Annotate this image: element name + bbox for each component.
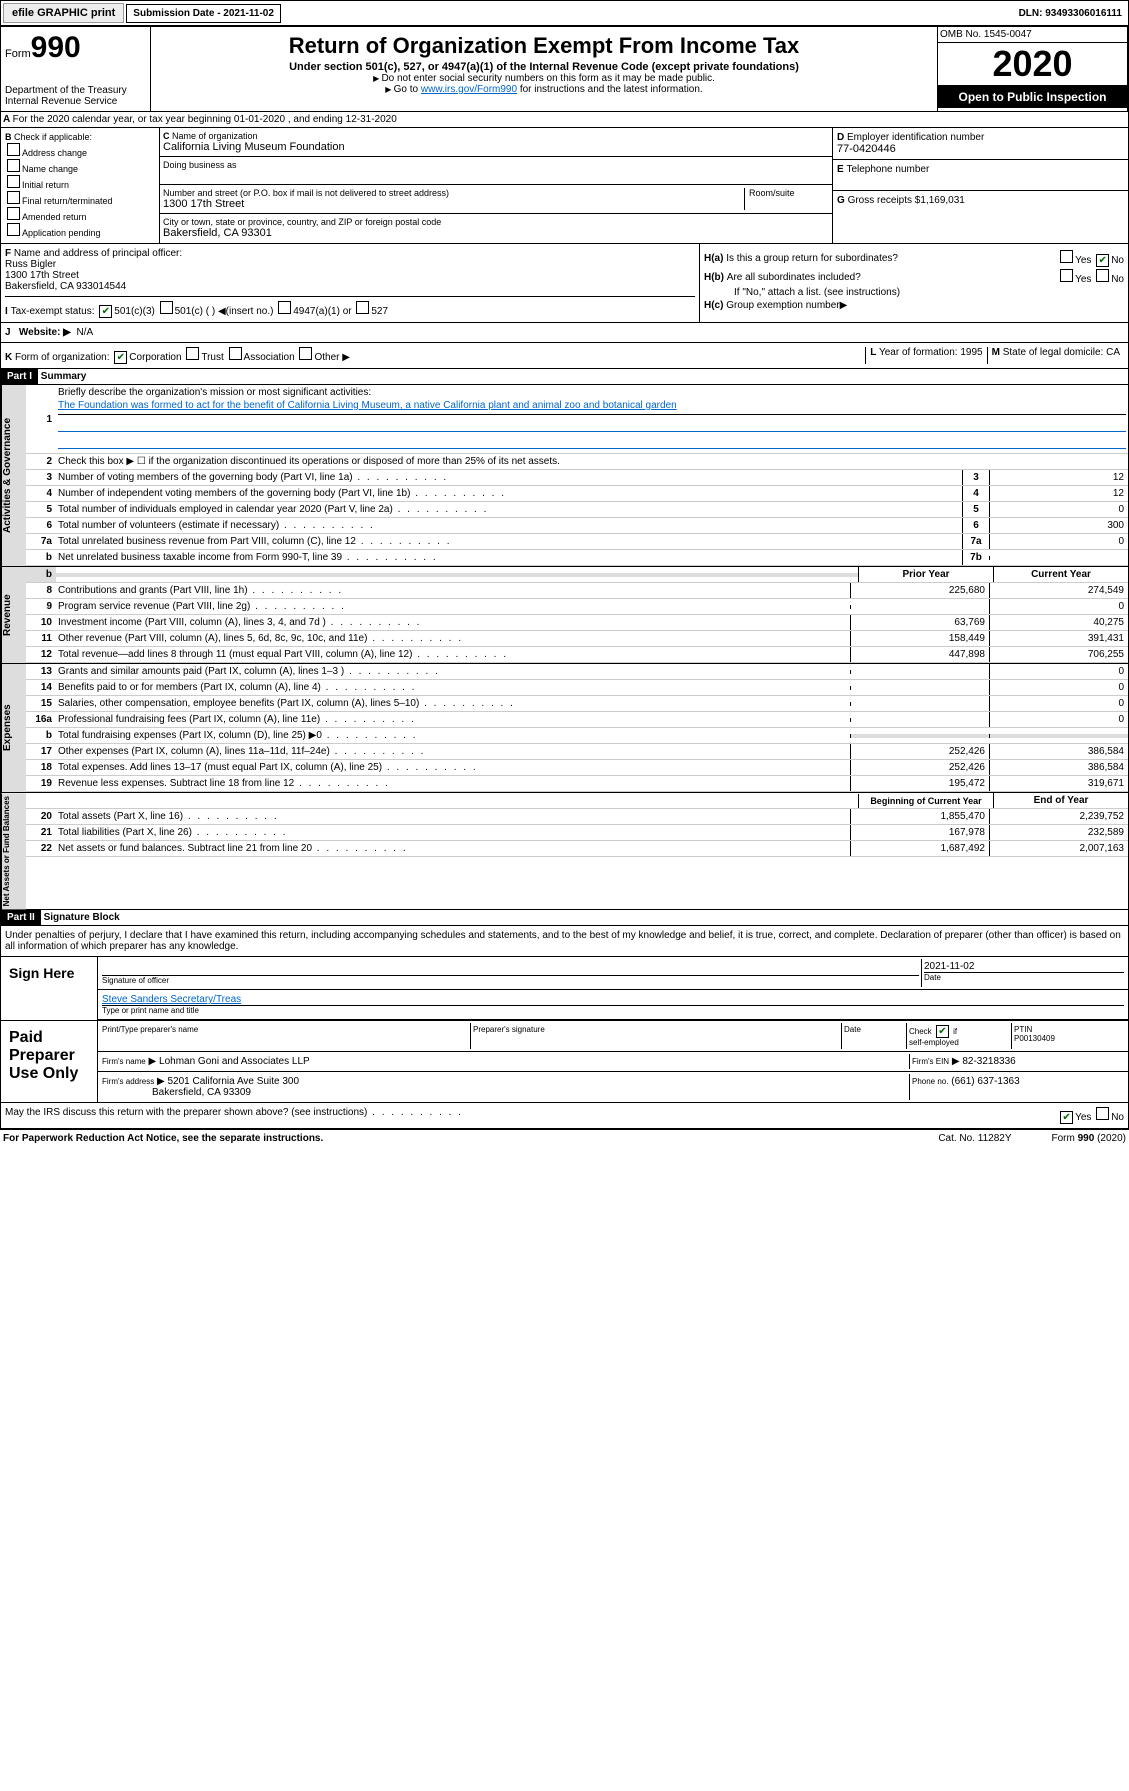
- cb-discuss-yes[interactable]: [1060, 1111, 1073, 1124]
- domicile: CA: [1106, 347, 1120, 358]
- line-21: 21Total liabilities (Part X, line 26)167…: [26, 825, 1128, 841]
- cb-501c[interactable]: [160, 301, 173, 314]
- netassets-section: Net Assets or Fund Balances Beginning of…: [0, 793, 1129, 910]
- line-16a: 16aProfessional fundraising fees (Part I…: [26, 712, 1128, 728]
- gross-receipts: 1,169,031: [920, 195, 965, 206]
- line-a: A For the 2020 calendar year, or tax yea…: [0, 112, 1129, 128]
- cb-corp[interactable]: [114, 351, 127, 364]
- governance-section: Activities & Governance 1 Briefly descri…: [0, 385, 1129, 567]
- line-15: 15Salaries, other compensation, employee…: [26, 696, 1128, 712]
- cb-501c3[interactable]: [99, 305, 112, 318]
- line-17: 17Other expenses (Part IX, column (A), l…: [26, 744, 1128, 760]
- part1-title: Part I: [1, 369, 38, 384]
- line-20: 20Total assets (Part X, line 16)1,855,47…: [26, 809, 1128, 825]
- line-b: bNet unrelated business taxable income f…: [26, 550, 1128, 566]
- org-name: California Living Museum Foundation: [163, 141, 829, 153]
- cb-initial[interactable]: Initial return: [5, 175, 155, 190]
- cb-address[interactable]: Address change: [5, 143, 155, 158]
- ptin: P00130409: [1014, 1034, 1055, 1043]
- section-bcd: B Check if applicable: Address change Na…: [0, 128, 1129, 244]
- cb-amended[interactable]: Amended return: [5, 207, 155, 222]
- dept: Department of the Treasury Internal Reve…: [5, 85, 146, 107]
- revenue-section: Revenue bPrior YearCurrent Year 8Contrib…: [0, 567, 1129, 664]
- cb-527[interactable]: [356, 301, 369, 314]
- line-7a: 7aTotal unrelated business revenue from …: [26, 534, 1128, 550]
- firm-addr: 5201 California Ave Suite 300: [167, 1076, 299, 1087]
- line-18: 18Total expenses. Add lines 13–17 (must …: [26, 760, 1128, 776]
- note1: Do not enter social security numbers on …: [155, 73, 933, 84]
- line-b: bTotal fundraising expenses (Part IX, co…: [26, 728, 1128, 744]
- main-title: Return of Organization Exempt From Incom…: [157, 33, 931, 59]
- submission-date: Submission Date - 2021-11-02: [126, 4, 281, 23]
- line-11: 11Other revenue (Part VIII, column (A), …: [26, 631, 1128, 647]
- line-9: 9Program service revenue (Part VIII, lin…: [26, 599, 1128, 615]
- omb-number: OMB No. 1545-0047: [938, 27, 1127, 43]
- dln: DLN: 93493306016111: [1013, 5, 1128, 22]
- line-3: 3Number of voting members of the governi…: [26, 470, 1128, 486]
- note2: Go to www.irs.gov/Form990 for instructio…: [155, 84, 933, 95]
- subtitle: Under section 501(c), 527, or 4947(a)(1)…: [155, 61, 933, 73]
- line-14: 14Benefits paid to or for members (Part …: [26, 680, 1128, 696]
- line-4: 4Number of independent voting members of…: [26, 486, 1128, 502]
- section-fh: F Name and address of principal officer:…: [0, 244, 1129, 323]
- website: N/A: [76, 327, 93, 338]
- col-b: B Check if applicable: Address change Na…: [1, 128, 160, 243]
- officer-sig: Steve Sanders Secretary/Treas: [102, 994, 1124, 1005]
- topbar: efile GRAPHIC print Submission Date - 20…: [0, 0, 1129, 26]
- line-13: 13Grants and similar amounts paid (Part …: [26, 664, 1128, 680]
- street-address: 1300 17th Street: [163, 198, 744, 210]
- line-19: 19Revenue less expenses. Subtract line 1…: [26, 776, 1128, 792]
- cb-discuss-no[interactable]: [1096, 1107, 1109, 1120]
- sign-date: 2021-11-02: [924, 961, 1124, 972]
- line-12: 12Total revenue—add lines 8 through 11 (…: [26, 647, 1128, 663]
- footer: For Paperwork Reduction Act Notice, see …: [0, 1129, 1129, 1147]
- tax-year: 2020: [938, 43, 1127, 86]
- firm-name: Lohman Goni and Associates LLP: [159, 1056, 310, 1067]
- firm-ein: 82-3218336: [962, 1056, 1015, 1067]
- year-formation: 1995: [960, 347, 982, 358]
- efile-button[interactable]: efile GRAPHIC print: [3, 3, 124, 23]
- col-f: F Name and address of principal officer:…: [1, 244, 700, 322]
- paid-preparer: Paid Preparer Use Only Print/Type prepar…: [0, 1021, 1129, 1103]
- city-state-zip: Bakersfield, CA 93301: [163, 227, 829, 239]
- col-c: C Name of organization California Living…: [160, 128, 832, 243]
- form-number-box: Form990 Department of the Treasury Inter…: [1, 27, 151, 111]
- irs-link[interactable]: www.irs.gov/Form990: [421, 84, 517, 95]
- line-22: 22Net assets or fund balances. Subtract …: [26, 841, 1128, 857]
- line-6: 6Total number of volunteers (estimate if…: [26, 518, 1128, 534]
- cb-final[interactable]: Final return/terminated: [5, 191, 155, 206]
- col-right: D Employer identification number 77-0420…: [832, 128, 1128, 243]
- form-990: 990: [31, 31, 81, 64]
- phone: (661) 637-1363: [951, 1076, 1019, 1087]
- form-header: Form990 Department of the Treasury Inter…: [0, 26, 1129, 112]
- officer-name: Russ Bigler: [5, 259, 56, 270]
- open-inspection: Open to Public Inspection: [938, 86, 1127, 108]
- line-8: 8Contributions and grants (Part VIII, li…: [26, 583, 1128, 599]
- cb-4947[interactable]: [278, 301, 291, 314]
- part2-title: Part II: [1, 910, 41, 925]
- expenses-section: Expenses 13Grants and similar amounts pa…: [0, 664, 1129, 793]
- title-box: Return of Organization Exempt From Incom…: [151, 27, 938, 111]
- line-5: 5Total number of individuals employed in…: [26, 502, 1128, 518]
- ein: 77-0420446: [837, 143, 1124, 155]
- omb-box: OMB No. 1545-0047 2020 Open to Public In…: [938, 27, 1128, 111]
- perjury: Under penalties of perjury, I declare th…: [0, 926, 1129, 957]
- col-h: H(a) Is this a group return for subordin…: [700, 244, 1128, 322]
- mission: The Foundation was formed to act for the…: [58, 400, 677, 411]
- cb-pending[interactable]: Application pending: [5, 223, 155, 238]
- line-10: 10Investment income (Part VIII, column (…: [26, 615, 1128, 631]
- cb-name[interactable]: Name change: [5, 159, 155, 174]
- sign-here: Sign Here Signature of officer2021-11-02…: [0, 957, 1129, 1021]
